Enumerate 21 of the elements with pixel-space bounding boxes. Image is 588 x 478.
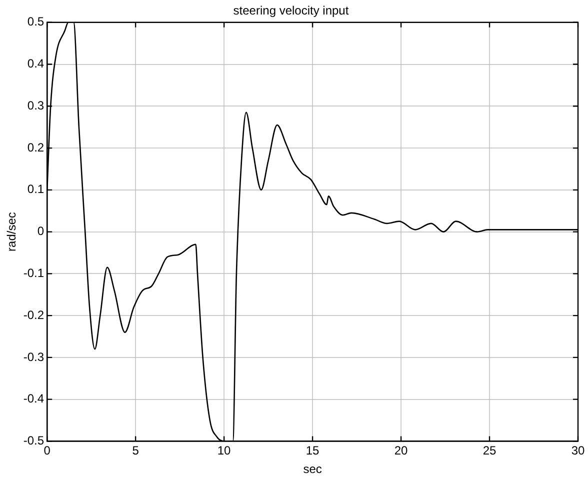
y-axis-title: rad/sec <box>4 212 19 252</box>
y-tick-label: 0.3 <box>27 98 44 112</box>
y-tick-label: -0.5 <box>23 434 44 448</box>
y-tick-label: 0 <box>37 224 44 238</box>
x-tick-label: 20 <box>394 444 408 458</box>
y-tick-label: 0.4 <box>27 56 44 71</box>
x-axis-title: sec <box>303 462 322 476</box>
y-tick-label: 0.5 <box>27 14 44 29</box>
line-series <box>47 22 578 442</box>
x-tick-label: 5 <box>132 444 140 458</box>
x-tick-label: 10 <box>217 444 232 458</box>
y-tick-label: 0.2 <box>27 140 44 154</box>
y-tick-label: 0.1 <box>27 182 44 196</box>
x-tick-label: 15 <box>306 444 320 458</box>
y-tick-label: -0.3 <box>23 350 44 364</box>
x-tick-label: 25 <box>482 444 497 458</box>
y-tick-label: -0.4 <box>23 392 44 406</box>
x-tick-label: 30 <box>571 444 585 458</box>
y-tick-label: -0.1 <box>23 266 44 280</box>
chart-title: steering velocity input <box>233 4 350 18</box>
y-tick-label: -0.2 <box>23 308 44 322</box>
